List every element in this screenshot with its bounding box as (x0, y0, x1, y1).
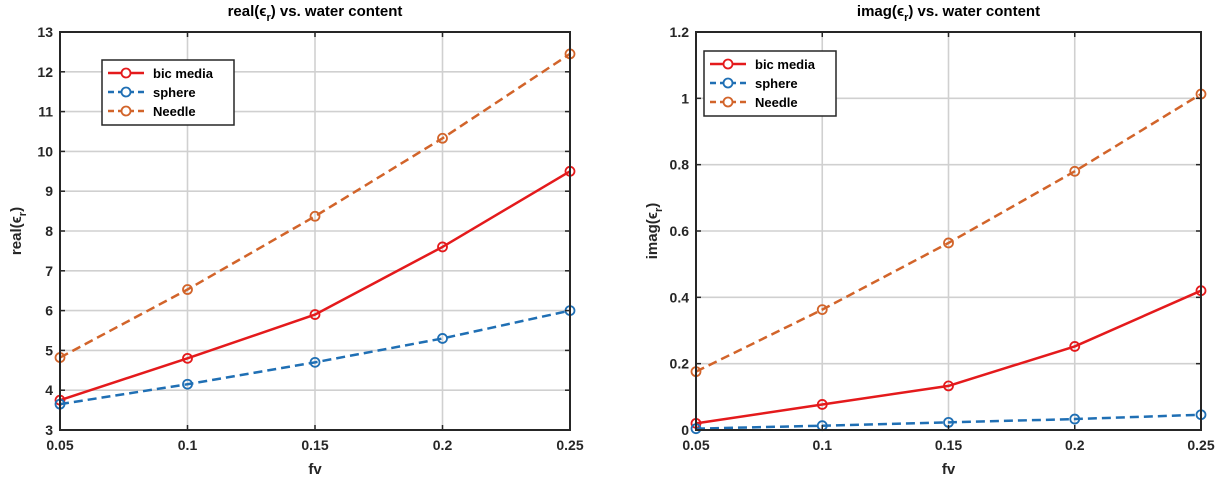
y-tick-label: 0.6 (670, 223, 690, 239)
legend-swatch-marker (722, 96, 734, 108)
legend-item: sphere (108, 85, 196, 100)
y-tick-label: 10 (37, 143, 53, 159)
legend-swatch-marker (120, 67, 132, 79)
y-tick-label: 6 (45, 303, 53, 319)
data-point (943, 380, 954, 392)
data-point (437, 241, 448, 253)
y-tick-label: 7 (45, 263, 53, 279)
y-axis-label: imag(ϵr) (644, 203, 665, 259)
legend-label: bic media (153, 66, 214, 81)
data-point (309, 210, 321, 222)
legend-item: sphere (710, 76, 798, 91)
y-tick-label: 4 (45, 382, 53, 398)
series-line (59, 309, 571, 406)
y-tick-label: 0.4 (670, 289, 690, 305)
y-tick-label: 11 (38, 104, 53, 120)
y-axis-label: real(ϵr) (8, 207, 29, 255)
y-tick-label: 0.8 (670, 157, 690, 173)
y-tick-label: 0.2 (670, 356, 690, 372)
y-tick-label: 0 (681, 422, 689, 438)
x-tick-label: 0.1 (813, 437, 833, 453)
x-tick-label: 0.2 (1065, 437, 1085, 453)
chart-1: 0.05 0.1 0.15 0.2 0.25 3 4 5 6 7 8 9 10 11 12 13 real(ϵr… (8, 3, 584, 478)
y-tick-label: 1 (681, 90, 689, 106)
legend-label: Needle (755, 95, 798, 110)
x-tick-label: 0.05 (46, 437, 73, 453)
chart-2: 0.05 0.1 0.15 0.2 0.25 0 0.2 0.4 0.6 0.8 1 1.2 imag(… (644, 3, 1215, 478)
series-line (695, 92, 1202, 373)
data-point (182, 352, 193, 364)
data-point (1069, 165, 1081, 177)
x-tick-label: 0.1 (178, 437, 198, 453)
legend-item: bic media (710, 57, 816, 72)
data-point (1069, 413, 1081, 425)
legend-item: bic media (108, 66, 214, 81)
data-point (816, 399, 828, 410)
legend-swatch-marker (722, 77, 734, 89)
legend-label: sphere (755, 76, 798, 91)
y-tick-label: 1.2 (670, 24, 690, 40)
data-point (816, 304, 828, 316)
x-axis-label: fv (308, 461, 322, 478)
data-point (182, 378, 193, 390)
x-tick-label: 0.05 (682, 437, 709, 453)
legend: bic media sphere Needle (703, 50, 837, 117)
grid (59, 31, 571, 431)
chart-title: imag(ϵr) vs. water content (857, 3, 1040, 24)
legend-swatch-marker (722, 58, 734, 70)
y-tick-label: 12 (37, 64, 53, 80)
series-line (695, 413, 1202, 430)
chart-title: real(ϵr) vs. water content (228, 3, 403, 24)
data-point (309, 356, 321, 368)
x-tick-label: 0.15 (301, 437, 328, 453)
series-line (695, 289, 1202, 425)
legend: bic media sphere Needle (101, 59, 235, 126)
x-axis-label: fv (942, 461, 956, 478)
x-tick-label: 0.15 (935, 437, 962, 453)
y-tick-label: 9 (45, 183, 53, 199)
legend-swatch-marker (120, 86, 132, 98)
y-tick-label: 8 (45, 223, 53, 239)
y-tick-label: 3 (45, 422, 53, 438)
data-point (1069, 341, 1081, 352)
legend-label: bic media (755, 57, 816, 72)
y-tick-label: 5 (45, 342, 53, 358)
series-line (59, 170, 571, 402)
x-tick-label: 0.2 (433, 437, 453, 453)
data-point (943, 237, 954, 249)
legend-label: sphere (153, 85, 196, 100)
x-tick-label: 0.25 (1187, 437, 1214, 453)
series-line (59, 52, 571, 359)
legend-item: Needle (710, 95, 798, 110)
legend-label: Needle (153, 104, 196, 119)
legend-item: Needle (108, 104, 196, 119)
x-tick-label: 0.25 (556, 437, 583, 453)
data-point (437, 132, 448, 144)
legend-swatch-marker (120, 105, 132, 117)
data-point (309, 309, 321, 320)
data-point (437, 333, 448, 344)
y-tick-label: 13 (37, 24, 53, 40)
data-point (182, 284, 193, 295)
